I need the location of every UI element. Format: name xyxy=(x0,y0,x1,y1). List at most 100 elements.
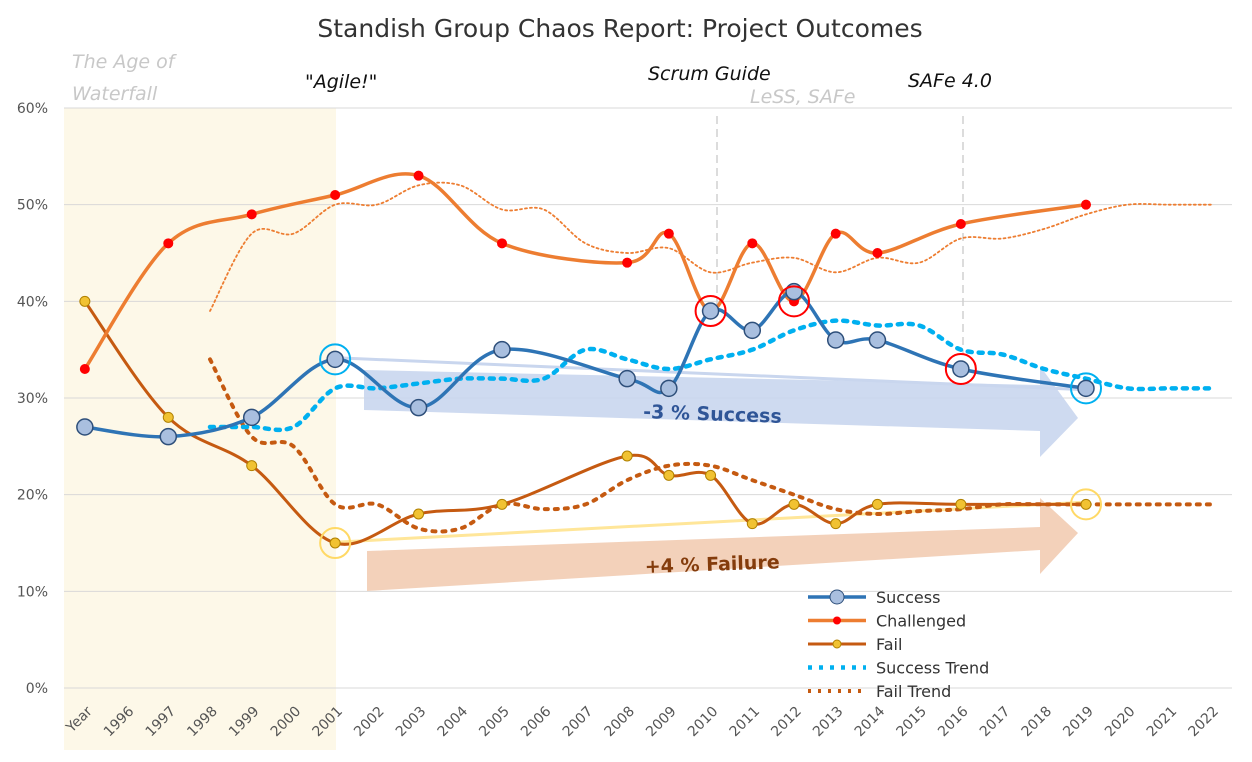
legend-marker-fail xyxy=(832,639,842,649)
legend: Success Challenged Fail Success Trend Fail T… xyxy=(808,588,989,701)
x-tick-label: 2006 xyxy=(518,703,555,740)
highlight-ring xyxy=(944,353,977,385)
age-of-waterfall-label-line2: Waterfall xyxy=(72,83,158,105)
y-tick-label: 60% xyxy=(17,101,48,117)
x-tick-label: 2012 xyxy=(768,704,805,741)
fail-point xyxy=(162,411,174,423)
success-point xyxy=(326,350,344,369)
challenged-point xyxy=(622,257,633,268)
success-trend-highlight-line xyxy=(341,356,1093,392)
fail-point xyxy=(413,508,425,520)
chart-title: Standish Group Chaos Report: Project Out… xyxy=(317,14,922,43)
fail-point xyxy=(830,518,842,530)
fail-point xyxy=(621,450,633,462)
y-tick-label: 40% xyxy=(17,294,48,310)
legend-label-success-trend: Success Trend xyxy=(876,659,989,678)
challenged-point xyxy=(413,170,424,181)
x-tick-label: 2013 xyxy=(810,704,847,741)
safe4-label: SAFe 4.0 xyxy=(908,70,992,92)
fail-point xyxy=(871,498,883,510)
highlight-circles xyxy=(319,285,1102,559)
challenged-trend-series-line xyxy=(209,181,1213,312)
fail-point xyxy=(955,498,967,510)
legend-label-fail: Fail xyxy=(876,635,902,654)
x-tick-label: 2005 xyxy=(476,704,513,741)
success-point xyxy=(701,302,720,320)
challenged-point xyxy=(1081,199,1091,210)
fail-point xyxy=(705,469,717,481)
x-tick-label: 2016 xyxy=(935,703,972,740)
x-tick-label: 2002 xyxy=(351,704,388,741)
agile-label: "Agile!" xyxy=(305,71,377,93)
x-tick-label: 2004 xyxy=(435,703,472,740)
y-tick-label: 20% xyxy=(17,488,48,504)
success-arrow xyxy=(364,366,1078,457)
challenged-point xyxy=(497,238,507,249)
x-tick-label: 2014 xyxy=(852,703,889,740)
y-tick-label: 50% xyxy=(17,198,48,214)
highlight-ring xyxy=(1070,372,1102,405)
success-point xyxy=(76,418,94,436)
x-tick-label: 2015 xyxy=(893,704,930,741)
highlight-ring xyxy=(319,343,352,376)
x-tick-label: 2018 xyxy=(1019,704,1056,741)
age-of-waterfall-label: The Age of Waterfall xyxy=(72,51,181,105)
less-safe-label: LeSS, SAFe xyxy=(750,86,855,108)
challenged-point xyxy=(747,238,758,249)
legend-marker-success xyxy=(829,589,845,605)
fail-point xyxy=(496,498,508,510)
challenged-point xyxy=(955,219,966,229)
legend-marker-challenged xyxy=(833,616,841,625)
challenged-point xyxy=(663,228,674,239)
x-tick-label: 2017 xyxy=(977,704,1014,741)
x-tick-label: 2011 xyxy=(727,704,764,741)
challenged-point xyxy=(163,238,174,249)
x-tick-label: 2009 xyxy=(643,704,680,741)
success-point xyxy=(618,369,636,388)
success-point xyxy=(660,379,678,398)
success-point xyxy=(952,360,970,378)
highlight-ring xyxy=(778,285,810,318)
y-axis-ticks: 0% 10% 20% 30% 40% 50% 60% xyxy=(17,101,48,697)
success-point xyxy=(1077,379,1095,398)
fail-point xyxy=(246,460,258,472)
x-tick-label: 2010 xyxy=(685,704,722,741)
fail-point xyxy=(788,498,800,510)
challenged-point xyxy=(246,209,257,220)
success-point xyxy=(409,398,428,417)
success-arrow-label: -3 % Success xyxy=(643,401,782,428)
age-of-waterfall-label-line1: The Age of xyxy=(72,51,178,73)
challenged-point xyxy=(830,228,841,239)
x-tick-label: 2007 xyxy=(560,704,597,741)
x-tick-label: 2008 xyxy=(601,704,638,741)
legend-label-fail-trend: Fail Trend xyxy=(876,682,951,701)
legend-label-challenged: Challenged xyxy=(876,612,966,631)
scrum-guide-label: Scrum Guide xyxy=(648,63,771,85)
highlight-ring xyxy=(1070,488,1102,521)
legend-label-success: Success xyxy=(876,588,940,607)
fail-point xyxy=(663,469,675,481)
fail-point xyxy=(79,295,91,307)
challenged-point xyxy=(872,248,883,258)
fail-trend-series-line xyxy=(208,357,1214,534)
failure-arrow xyxy=(367,498,1078,591)
y-tick-label: 10% xyxy=(17,584,48,600)
y-tick-label: 30% xyxy=(17,391,48,407)
x-tick-label: 2003 xyxy=(393,704,430,741)
success-point xyxy=(159,427,178,446)
fail-point xyxy=(746,518,758,530)
x-tick-label: 2019 xyxy=(1060,704,1097,741)
challenged-point xyxy=(330,190,341,200)
y-tick-label: 0% xyxy=(26,681,48,697)
x-tick-label: 2020 xyxy=(1102,704,1139,741)
success-point xyxy=(826,331,845,349)
highlight-ring xyxy=(694,295,727,327)
x-tick-label: 2022 xyxy=(1185,704,1222,741)
fail-point xyxy=(1080,498,1092,510)
series-layer xyxy=(76,170,1214,549)
success-point xyxy=(242,408,261,427)
highlight-ring xyxy=(319,527,352,559)
challenged-point xyxy=(79,364,90,374)
success-point xyxy=(493,340,511,359)
